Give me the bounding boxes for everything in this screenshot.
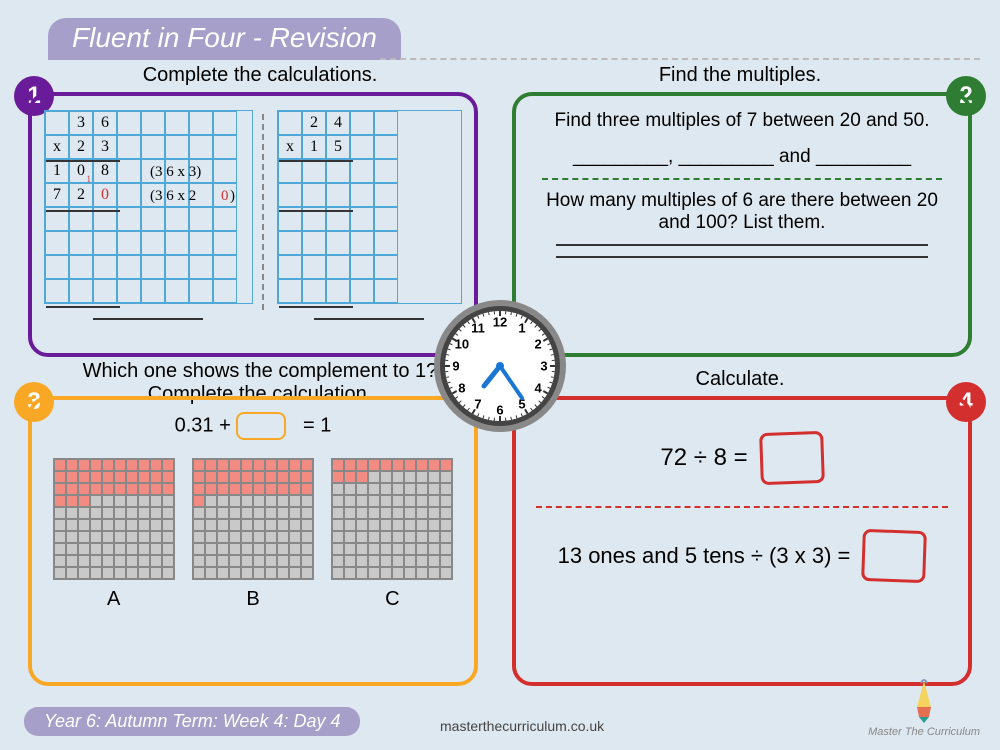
q1-text: Find three multiples of 7 between 20 and… (536, 110, 948, 132)
panel1-instruction: Complete the calculations. (90, 64, 430, 87)
red-divider (536, 506, 948, 508)
title-bar: Fluent in Four - Revision (48, 18, 401, 60)
q1-blanks[interactable]: _________, _________ and _________ (536, 146, 948, 168)
answer-box[interactable] (236, 412, 286, 440)
eq-row-2: 13 ones and 5 tens ÷ (3 x 3) = (528, 530, 956, 582)
svg-text:4: 4 (534, 381, 542, 396)
svg-text:7: 7 (474, 397, 481, 412)
answer-box[interactable] (861, 529, 927, 583)
answer-box[interactable] (759, 431, 825, 485)
svg-text:8: 8 (458, 381, 465, 396)
svg-text:10: 10 (455, 337, 469, 352)
answer-line (314, 318, 424, 320)
q2-text-l1: How many multiples of 6 are there betwee… (536, 190, 948, 212)
panel-2: Find three multiples of 7 between 20 and… (512, 92, 972, 357)
svg-text:1: 1 (518, 320, 525, 335)
svg-text:2: 2 (534, 337, 541, 352)
equation-3: 0.31 + = 1 (44, 412, 462, 440)
brand-logo: Master The Curriculum (868, 679, 980, 738)
green-divider (542, 178, 942, 180)
svg-text:11: 11 (471, 320, 485, 335)
calc-grid-a: 36x231018720(3 6 x 3)(3 6 x 20) (44, 110, 253, 304)
svg-text:9: 9 (452, 359, 459, 374)
panel-4: 72 ÷ 8 = 13 ones and 5 tens ÷ (3 x 3) = (512, 396, 972, 686)
svg-text:3: 3 (540, 359, 547, 374)
clock-icon: 123456789101112 (432, 298, 568, 434)
svg-text:12: 12 (493, 315, 507, 330)
svg-text:6: 6 (496, 403, 503, 418)
calc-grid-b: 24x15 (277, 110, 462, 304)
panel2-instruction: Find the multiples. (570, 64, 910, 87)
panel-1: 36x231018720(3 6 x 3)(3 6 x 20) 24x15 (28, 92, 478, 357)
answer-line[interactable] (556, 256, 928, 258)
answer-line[interactable] (556, 244, 928, 246)
hundred-grids: ABC (44, 458, 462, 611)
q2-text-l2: and 100? List them. (536, 212, 948, 234)
footer-badge: Year 6: Autumn Term: Week 4: Day 4 (24, 707, 360, 736)
answer-line (93, 318, 203, 320)
panel4-instruction: Calculate. (590, 368, 890, 391)
footer-url: masterthecurriculum.co.uk (440, 718, 604, 734)
eq-row-1: 72 ÷ 8 = (528, 432, 956, 484)
panel-3: 0.31 + = 1 ABC (28, 396, 478, 686)
title-dashed-line (380, 58, 980, 60)
